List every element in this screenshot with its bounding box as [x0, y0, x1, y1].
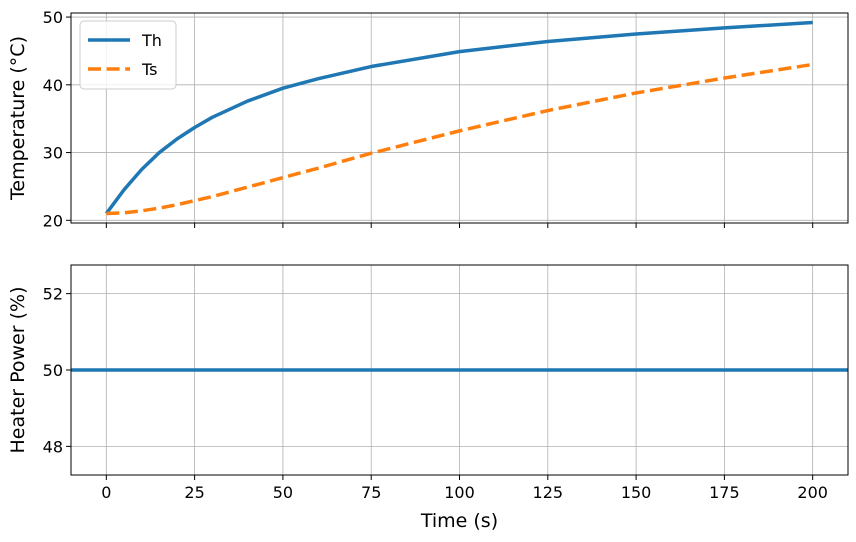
- y-tick-label: 20: [43, 211, 63, 230]
- y-axis-label: Temperature (°C): [7, 36, 29, 201]
- series-line-ts: [106, 62, 813, 216]
- y-tick-label: 50: [43, 361, 63, 380]
- y-tick-label: 40: [43, 76, 63, 95]
- y-tick-label: 50: [43, 8, 63, 27]
- x-tick-label: 100: [444, 483, 475, 502]
- legend-box: [79, 20, 177, 90]
- x-tick-label: 150: [621, 483, 652, 502]
- heater-power-panel: 0 25 50 75 100 125 150 175 200 48 50 52 Heater Power…: [7, 264, 849, 532]
- legend-label-th: Th: [141, 31, 162, 50]
- series-line-th: [104, 20, 813, 215]
- legend: Th Ts: [79, 20, 177, 90]
- x-tick-label: 125: [533, 483, 564, 502]
- x-axis-label: Time (s): [420, 510, 498, 532]
- x-tick-label: 0: [101, 483, 111, 502]
- x-tick-label: 200: [797, 483, 828, 502]
- y-tick-label: 48: [43, 437, 63, 456]
- y-tick-label: 52: [43, 285, 63, 304]
- legend-label-ts: Ts: [141, 60, 157, 79]
- temperature-panel: 20 30 40 50 Temperature (°C) Th Ts: [7, 8, 849, 230]
- x-tick-label: 25: [184, 483, 204, 502]
- y-tick-label: 30: [43, 144, 63, 163]
- x-tick-label: 175: [709, 483, 740, 502]
- x-tick-label: 50: [273, 483, 293, 502]
- x-tick-label: 75: [361, 483, 381, 502]
- y-axis-label: Heater Power (%): [7, 287, 29, 454]
